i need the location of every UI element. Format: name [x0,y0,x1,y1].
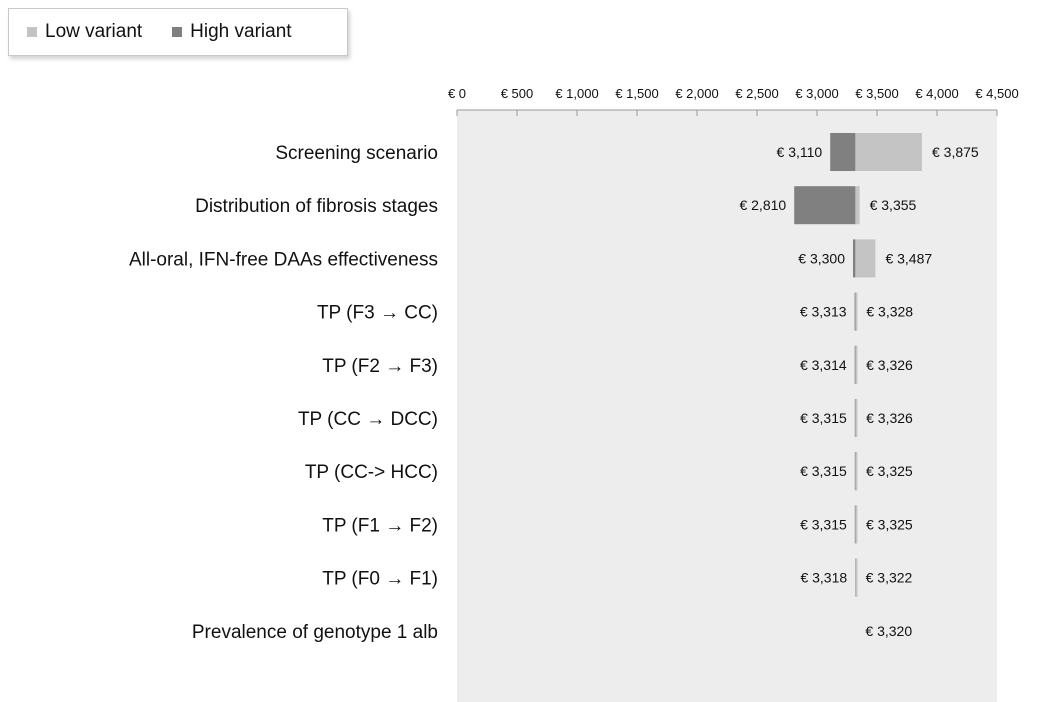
legend-label-low: Low variant [45,21,143,42]
row-label: Screening scenario [275,143,438,164]
x-tick-label: € 500 [501,86,534,101]
x-tick-label: € 2,000 [675,86,718,101]
row-label: TP (CC → DCC) [298,409,438,430]
min-value-label: € 3,315 [800,516,847,532]
legend-swatch-high [172,27,183,37]
row-label: TP (F3 → CC) [317,303,438,324]
min-value-label: € 3,315 [800,410,847,426]
min-value-label: € 3,314 [800,357,847,373]
x-tick-label: € 3,500 [855,86,898,101]
max-value-label: € 3,320 [865,623,912,639]
bar-low-variant [855,452,858,491]
max-value-label: € 3,326 [866,357,913,373]
x-tick-label: € 0 [448,86,466,101]
x-tick-label: € 4,000 [915,86,958,101]
max-value-label: € 3,355 [870,197,917,213]
max-value-label: € 3,326 [866,410,913,426]
bar-high-variant [853,239,856,278]
row-label: TP (F0 → F1) [322,569,438,590]
min-value-label: € 3,313 [800,304,847,320]
x-tick-label: € 1,500 [615,86,658,101]
max-value-label: € 3,325 [866,516,913,532]
bar-low-variant [855,186,860,225]
max-value-label: € 3,487 [885,250,932,266]
bar-high-variant [830,133,856,171]
row-label: TP (CC-> HCC) [305,462,438,483]
bar-low-variant [855,292,858,331]
legend-label-high: High variant [190,21,292,42]
legend-swatch-low [27,27,37,37]
bar-low-variant [855,505,858,544]
legend: Low variant High variant [8,8,348,56]
legend-item-high: High variant [172,21,292,43]
row-label: TP (F2 → F3) [322,356,438,377]
row-label: Prevalence of genotype 1 alb [192,622,438,643]
bar-low-variant [855,345,858,384]
min-value-label: € 3,300 [798,250,845,266]
min-value-label: € 2,810 [739,197,786,213]
min-value-label: € 3,110 [777,144,823,160]
x-tick-label: € 1,000 [555,86,598,101]
row-label: TP (F1 → F2) [322,515,438,536]
bar-low-variant [855,239,876,278]
max-value-label: € 3,325 [866,463,913,479]
row-label: All-oral, IFN-free DAAs effectiveness [129,249,438,270]
legend-item-low: Low variant [27,21,142,43]
max-value-label: € 3,322 [866,570,913,586]
max-value-label: € 3,328 [866,304,913,320]
x-tick-label: € 4,500 [975,86,1018,101]
row-label: Distribution of fibrosis stages [195,196,438,217]
x-tick-label: € 2,500 [735,86,778,101]
bar-low-variant [855,558,858,597]
plot-background [457,110,997,702]
min-value-label: € 3,318 [800,570,847,586]
max-value-label: € 3,875 [932,144,979,160]
bar-low-variant [855,399,858,437]
bar-low-variant [855,133,922,171]
min-value-label: € 3,315 [800,463,847,479]
x-tick-label: € 3,000 [795,86,838,101]
bar-high-variant [794,186,856,225]
